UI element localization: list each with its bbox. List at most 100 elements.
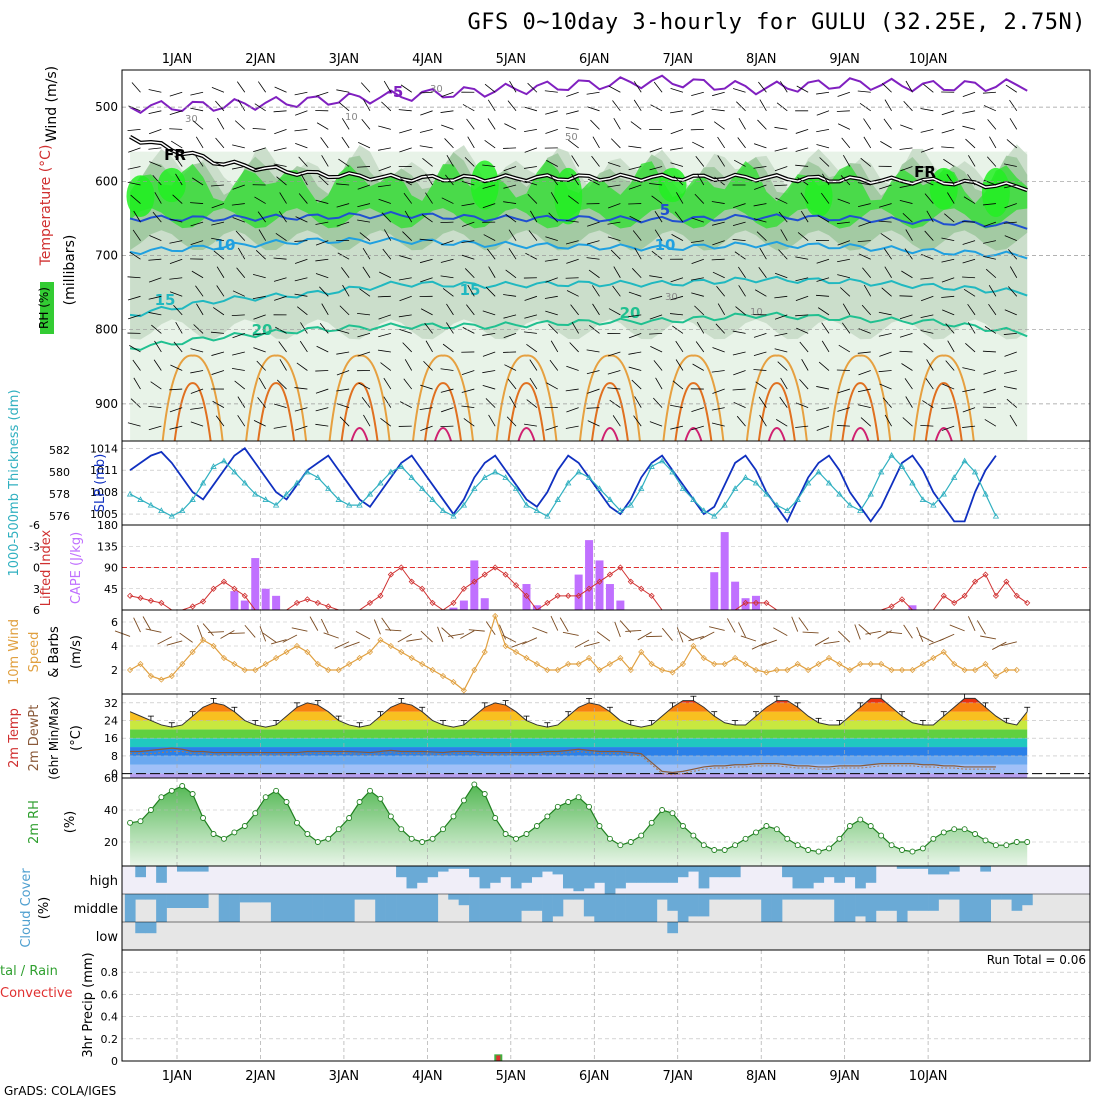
wind-speed-point [273, 654, 280, 662]
rh-point [857, 816, 864, 823]
wind-barb [628, 291, 642, 297]
wind-barb [550, 192, 559, 204]
cloud-bar-middle [375, 894, 386, 922]
wind-barb [378, 147, 391, 151]
li-point [220, 578, 228, 585]
wind-barb [690, 277, 704, 281]
wind-barb [962, 91, 976, 98]
wind-barb [965, 138, 976, 149]
wind-speed-point [554, 666, 561, 674]
wind-barb [1003, 333, 1017, 335]
cape-bar [470, 560, 479, 610]
rh-contour-label: 10 [345, 112, 358, 123]
wind-barb [257, 211, 266, 223]
slp-tick: 1005 [90, 508, 118, 521]
wind-speed-point [147, 672, 154, 680]
date-label-top: 3JAN [329, 52, 360, 67]
wind-barb [883, 118, 892, 130]
wind-barb [420, 308, 433, 316]
wind-barb [796, 85, 809, 93]
li-point [648, 592, 655, 599]
isotherm-35 [600, 427, 619, 442]
wind-barb [670, 162, 684, 167]
rh-point [158, 794, 165, 801]
wind-barb [758, 81, 767, 93]
date-label-bottom: 1JAN [162, 1069, 193, 1084]
cloud-bar-middle [469, 894, 480, 922]
wind-barb [838, 344, 851, 353]
thickness-point [220, 457, 228, 464]
wind-barb [795, 147, 809, 152]
wind-barb-10m [992, 641, 1007, 650]
cape-bar [741, 598, 750, 610]
wind-barb [712, 271, 725, 279]
wind-barb [673, 175, 684, 186]
wind-barb [817, 307, 830, 316]
wind-barb [965, 343, 976, 353]
wind-speed-point [721, 660, 728, 668]
thickness-point [919, 496, 927, 502]
wind-barb [425, 192, 433, 204]
wind-barb [899, 147, 913, 150]
wind-barb [736, 415, 746, 427]
wind-barb [294, 91, 308, 96]
cloud-ylabel-1: Cloud Cover [19, 868, 34, 948]
cloud-bar-middle [385, 894, 397, 922]
wind-barb [190, 421, 204, 427]
wind-barb [565, 127, 579, 130]
wind-barb [962, 125, 976, 130]
wind-barb [717, 155, 726, 167]
wind-barb [630, 121, 642, 130]
wind-barb-10m [625, 629, 642, 632]
wind-barb [733, 370, 746, 376]
wind-barb [503, 184, 517, 189]
wind-barb [339, 416, 350, 427]
wind-tick: 6 [111, 616, 118, 629]
wind-speed-point [283, 648, 290, 656]
wind-barb [566, 258, 579, 264]
rh-point [909, 848, 916, 855]
isotherm-25 [662, 354, 725, 442]
li-point [752, 599, 760, 606]
cape-bar [731, 581, 740, 610]
thickness-point [283, 490, 290, 497]
wind-barb [941, 425, 955, 431]
wind-barb [440, 388, 454, 393]
wind-barb [778, 249, 788, 260]
cloud-bar-low [135, 922, 147, 934]
wind-barb [523, 331, 537, 334]
cloud-bar-middle [166, 894, 178, 908]
cloud-bar-middle [938, 894, 950, 900]
wind-speed-point [930, 654, 937, 662]
isotherm-freezing-inner [129, 136, 1028, 191]
wind-barb [254, 196, 266, 204]
wind-barb [482, 333, 496, 336]
thickness-point [784, 507, 791, 514]
wind-barb [190, 370, 204, 374]
wind-barb [633, 81, 642, 93]
wind-barb [275, 232, 287, 241]
cloud-bar-high [542, 866, 553, 872]
wind-barb [733, 203, 746, 209]
wind-barb [276, 379, 287, 390]
wind-barb [192, 177, 204, 186]
wind-speed-point [314, 660, 321, 668]
date-label-bottom: 7JAN [662, 1069, 693, 1084]
wind-barb [628, 166, 642, 171]
wind-barb [711, 108, 725, 112]
wind-barb [211, 237, 225, 242]
wind-barb-10m [323, 632, 339, 639]
wind-barb [962, 110, 976, 114]
cloud-bar-middle [239, 894, 251, 903]
wind-barb [215, 100, 225, 112]
wind-barb [398, 109, 412, 112]
wind-barb [253, 274, 266, 279]
wind-barb [878, 333, 892, 337]
wind-barb [148, 312, 162, 316]
wind-barb [231, 367, 245, 371]
cloud-bar-middle [562, 894, 574, 900]
date-label-top: 8JAN [746, 52, 777, 67]
rh-point [586, 803, 593, 810]
li-point [210, 585, 217, 592]
wind-barb [377, 349, 391, 353]
